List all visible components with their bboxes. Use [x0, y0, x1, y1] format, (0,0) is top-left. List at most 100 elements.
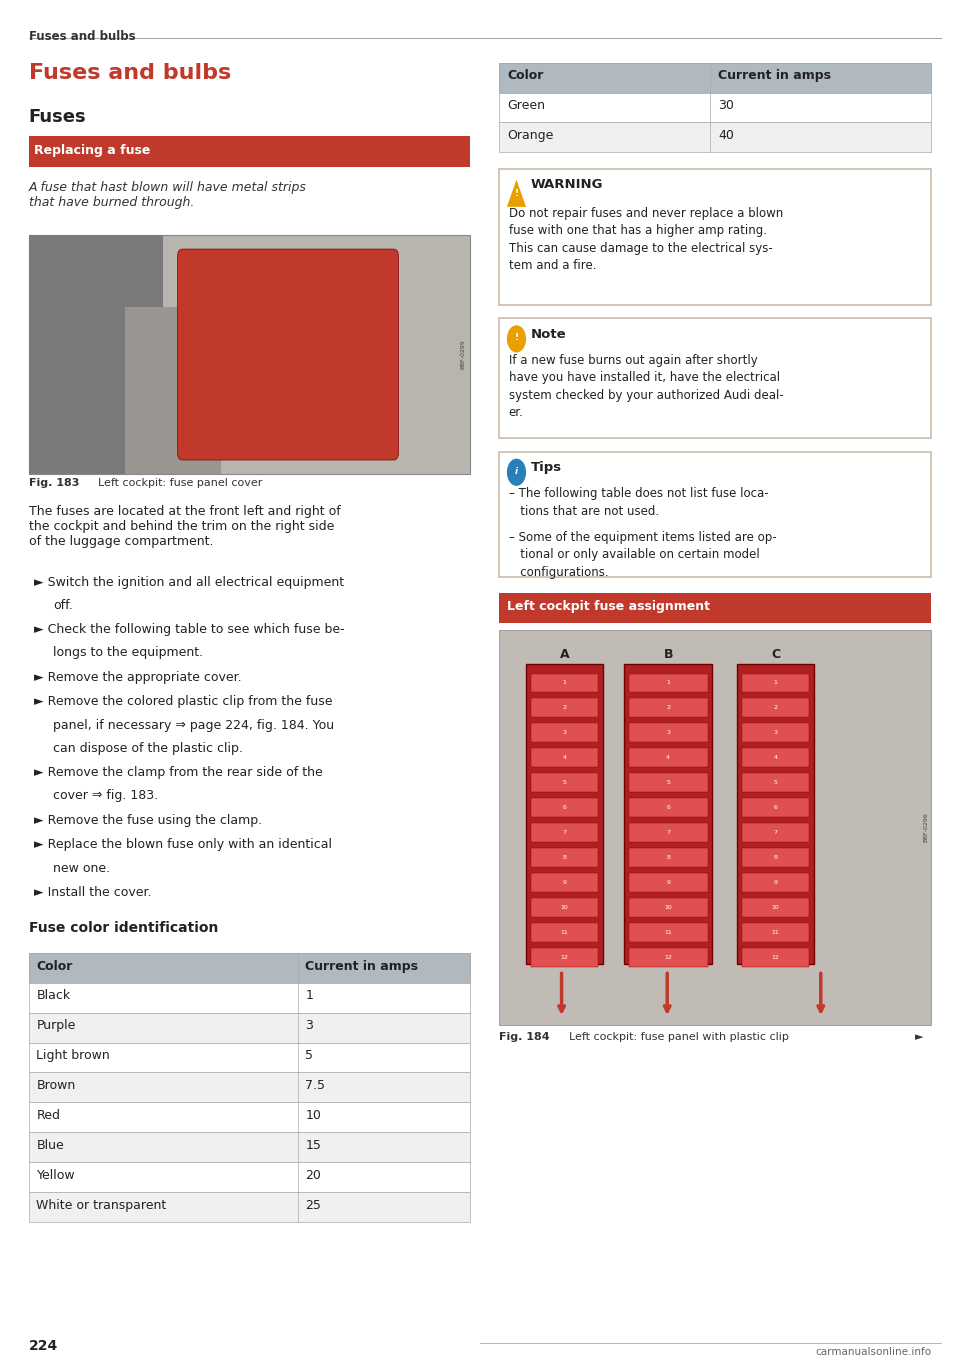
- Bar: [531, 674, 598, 693]
- Text: Left cockpit: fuse panel with plastic clip: Left cockpit: fuse panel with plastic cl…: [562, 1032, 788, 1041]
- Bar: [125, 308, 221, 474]
- Text: 8: 8: [563, 855, 566, 860]
- Text: 224: 224: [29, 1339, 58, 1353]
- Bar: [629, 848, 708, 867]
- Text: 10: 10: [772, 905, 780, 911]
- Bar: [624, 664, 712, 964]
- Text: 5: 5: [666, 780, 670, 785]
- Text: Fuses and bulbs: Fuses and bulbs: [29, 30, 135, 44]
- Text: 1: 1: [774, 680, 778, 686]
- Text: The fuses are located at the front left and right of
the cockpit and behind the : The fuses are located at the front left …: [29, 505, 341, 548]
- Text: 10: 10: [664, 905, 672, 911]
- Bar: [29, 235, 470, 474]
- Text: Purple: Purple: [36, 1019, 76, 1033]
- Text: Blue: Blue: [36, 1139, 64, 1153]
- FancyBboxPatch shape: [178, 249, 398, 460]
- Text: ► Remove the clamp from the rear side of the: ► Remove the clamp from the rear side of…: [34, 766, 323, 780]
- Text: 12: 12: [664, 955, 672, 960]
- Text: ► Check the following table to see which fuse be-: ► Check the following table to see which…: [34, 623, 345, 637]
- Text: panel, if necessary ⇒ page 224, fig. 184. You: panel, if necessary ⇒ page 224, fig. 184…: [53, 719, 334, 732]
- Text: Fig. 183: Fig. 183: [29, 478, 79, 487]
- Bar: [742, 749, 809, 768]
- Bar: [531, 848, 598, 867]
- Bar: [742, 874, 809, 891]
- Text: ► Remove the appropriate cover.: ► Remove the appropriate cover.: [34, 671, 241, 685]
- Bar: [29, 1102, 470, 1132]
- Text: 12: 12: [561, 955, 568, 960]
- Text: 20: 20: [305, 1169, 322, 1183]
- Text: B8F-0296: B8F-0296: [924, 813, 928, 842]
- Bar: [499, 630, 931, 1025]
- Text: 12: 12: [772, 955, 780, 960]
- Text: 7: 7: [666, 830, 670, 836]
- Bar: [742, 698, 809, 717]
- Text: Current in amps: Current in amps: [718, 69, 831, 83]
- Text: Orange: Orange: [507, 129, 553, 143]
- Text: 8: 8: [666, 855, 670, 860]
- Text: 9: 9: [666, 881, 670, 885]
- Text: Red: Red: [36, 1109, 60, 1123]
- Circle shape: [507, 459, 526, 486]
- Text: 6: 6: [774, 806, 778, 810]
- Text: 15: 15: [305, 1139, 322, 1153]
- Circle shape: [507, 325, 526, 352]
- Bar: [629, 674, 708, 693]
- Text: 4: 4: [774, 755, 778, 761]
- Text: Current in amps: Current in amps: [305, 960, 419, 973]
- Bar: [629, 949, 708, 966]
- Text: White or transparent: White or transparent: [36, 1199, 167, 1213]
- Bar: [29, 1072, 470, 1102]
- Text: Light brown: Light brown: [36, 1049, 110, 1063]
- Bar: [531, 698, 598, 717]
- Bar: [629, 823, 708, 842]
- Text: 8: 8: [774, 855, 778, 860]
- Bar: [742, 773, 809, 792]
- Bar: [629, 749, 708, 768]
- Bar: [499, 93, 931, 122]
- Text: ► Remove the colored plastic clip from the fuse: ► Remove the colored plastic clip from t…: [34, 695, 332, 709]
- Bar: [499, 169, 931, 305]
- Text: Note: Note: [531, 328, 566, 342]
- Bar: [742, 923, 809, 942]
- Text: 5: 5: [563, 780, 566, 785]
- Text: 2: 2: [774, 705, 778, 710]
- Bar: [531, 799, 598, 817]
- Text: 6: 6: [666, 806, 670, 810]
- Bar: [742, 898, 809, 917]
- Bar: [531, 923, 598, 942]
- Text: 10: 10: [561, 905, 568, 911]
- Text: Fuse color identification: Fuse color identification: [29, 921, 218, 935]
- Text: 5: 5: [305, 1049, 313, 1063]
- Polygon shape: [507, 180, 526, 207]
- Text: 11: 11: [561, 930, 568, 935]
- Bar: [742, 848, 809, 867]
- Text: 3: 3: [774, 731, 778, 735]
- Text: If a new fuse burns out again after shortly
have you have installed it, have the: If a new fuse burns out again after shor…: [509, 354, 783, 419]
- Text: WARNING: WARNING: [531, 178, 604, 192]
- Bar: [29, 983, 470, 1013]
- Text: 1: 1: [563, 680, 566, 686]
- Text: 9: 9: [563, 881, 566, 885]
- Text: 6: 6: [563, 806, 566, 810]
- Text: 4: 4: [666, 755, 670, 761]
- Text: i: i: [515, 467, 518, 476]
- Bar: [526, 664, 603, 964]
- Text: Color: Color: [36, 960, 73, 973]
- Text: Fuses and bulbs: Fuses and bulbs: [29, 63, 231, 83]
- Bar: [29, 1013, 470, 1043]
- Bar: [531, 898, 598, 917]
- Text: 3: 3: [305, 1019, 313, 1033]
- Text: ► Remove the fuse using the clamp.: ► Remove the fuse using the clamp.: [34, 814, 262, 827]
- Text: new one.: new one.: [53, 862, 110, 875]
- Text: – Some of the equipment items listed are op-
   tional or only available on cert: – Some of the equipment items listed are…: [509, 531, 777, 578]
- Bar: [742, 799, 809, 817]
- Text: 1: 1: [666, 680, 670, 686]
- Text: cover ⇒ fig. 183.: cover ⇒ fig. 183.: [53, 789, 158, 803]
- Text: ► Replace the blown fuse only with an identical: ► Replace the blown fuse only with an id…: [34, 838, 331, 852]
- Bar: [29, 235, 163, 474]
- Bar: [29, 1043, 470, 1072]
- Text: Color: Color: [507, 69, 543, 83]
- Text: Green: Green: [507, 99, 545, 113]
- Bar: [499, 318, 931, 438]
- Text: 1: 1: [305, 989, 313, 1003]
